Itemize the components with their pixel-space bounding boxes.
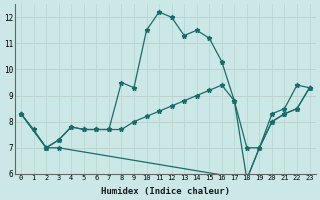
X-axis label: Humidex (Indice chaleur): Humidex (Indice chaleur)	[101, 187, 230, 196]
